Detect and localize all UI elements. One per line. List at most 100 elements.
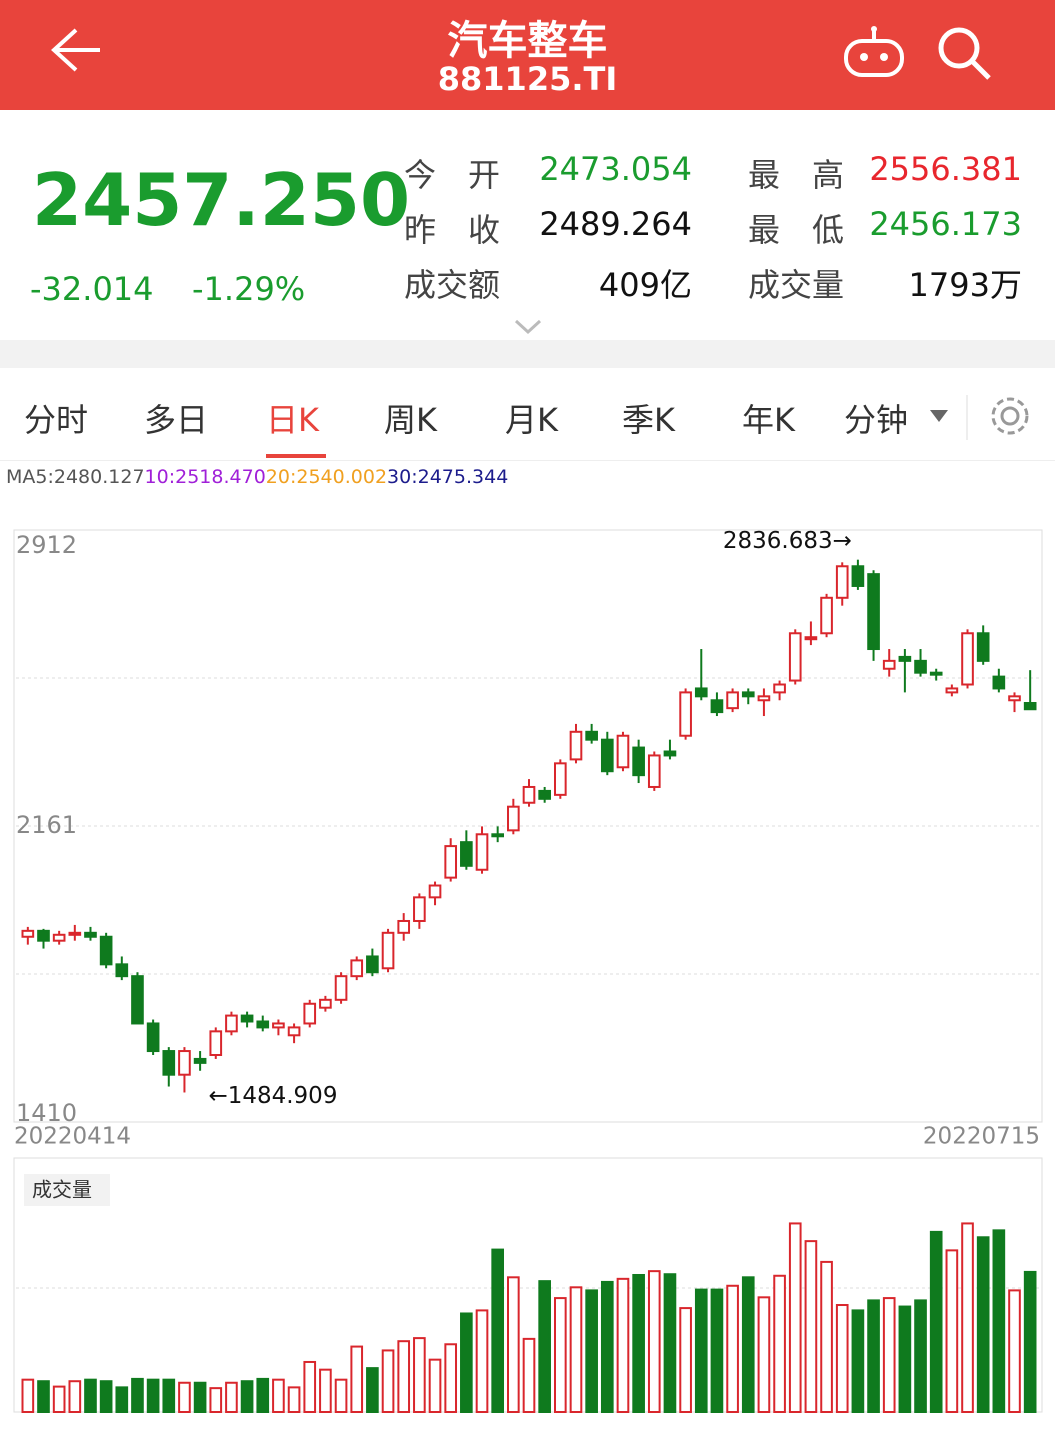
code: 881125.TI [437,60,618,98]
candle-body [851,565,865,587]
candle-body [992,675,1006,690]
volume-bar [272,1378,285,1414]
x-tick-label: 20220715 [923,1124,1040,1150]
volume-bar [193,1381,207,1413]
volume-bar [1023,1270,1037,1414]
volume-bar [757,1296,771,1414]
candle-body [507,805,520,832]
volume-bar [945,1249,959,1414]
stat-value: 1793万 [908,266,1022,304]
candle-body [679,691,692,737]
volume-label: 成交量 [32,1178,92,1202]
volume-bar [225,1381,238,1413]
volume-bar [773,1274,786,1414]
volume-bar [522,1337,536,1413]
separator [0,340,1055,368]
stat-value: 2456.173 [869,205,1022,243]
ma-value: 20:2540.002 [265,466,388,488]
candle-body [569,730,583,761]
volume-bar [882,1297,896,1413]
volume-bar [287,1386,301,1414]
candle-body [600,738,614,773]
candle-body [820,596,833,635]
candle-body [647,754,661,788]
expand-icon[interactable] [512,316,544,338]
stat-label: 成交额 [404,266,501,304]
back-button[interactable] [40,22,110,82]
volume-bar [256,1377,270,1414]
volume-bar [444,1343,458,1414]
candle-body [68,931,82,936]
volume-bar [397,1340,411,1413]
volume-bar [553,1297,567,1413]
tab[interactable]: 分时 [24,401,89,439]
candle-body [491,833,505,838]
volume-bar [334,1378,348,1414]
search-icon[interactable] [935,22,997,84]
candle-body [256,1020,270,1029]
volume-bar [491,1248,505,1414]
candle-body [961,632,974,686]
volume-bar [162,1378,176,1414]
tab[interactable]: 季K [622,401,675,439]
volume-bar [538,1280,551,1413]
tab[interactable]: 周K [384,401,437,439]
settings-icon[interactable] [986,392,1034,440]
candle-body [272,1022,285,1029]
robot-icon[interactable] [840,25,910,85]
candle-body [240,1014,254,1023]
x-tick-label: 20220414 [14,1124,131,1150]
candle-body [632,746,645,777]
candle-body [37,929,50,942]
stat-label: 昨 收 [404,211,501,249]
tab[interactable]: 月K [505,401,558,439]
candle-body [835,565,849,599]
ma-value: 10:2518.470 [144,466,266,488]
candle-body [319,998,332,1009]
title: 汽车整车 [447,18,608,64]
volume-bar [209,1387,223,1414]
candle-body [914,659,927,674]
stat-label: 最 高 [748,156,845,194]
candle-body [413,896,426,922]
tab[interactable]: 年K [742,401,795,439]
volume-bar [507,1276,520,1413]
stat-value: 2489.264 [539,205,692,243]
divider [966,395,968,440]
volume-bar [632,1273,645,1413]
volume-bar [37,1380,50,1414]
volume-bar [569,1286,583,1413]
volume-bar [679,1307,692,1414]
volume-bar [820,1260,833,1413]
volume-bar [428,1358,442,1414]
candle-body [287,1026,301,1037]
candle-body [726,691,739,710]
volume-bar [475,1309,489,1414]
candle-body [1023,702,1037,711]
volume-bar [178,1381,191,1413]
dropdown-icon[interactable] [928,406,950,424]
volume-bar [835,1304,849,1413]
volume-bar [240,1380,254,1414]
volume-bar [52,1385,66,1413]
tab[interactable]: 多日 [144,401,209,439]
tab[interactable]: 分钟 [844,401,909,439]
candle-body [84,931,97,938]
tab[interactable]: 日K [266,401,319,439]
candle-body [867,573,880,651]
volume-bar [21,1378,35,1414]
candle-body [52,933,66,942]
volume-bar [585,1289,598,1414]
stat-value: 409亿 [598,266,692,304]
stat-value: 2556.381 [869,150,1022,188]
stat-label: 今 开 [404,156,501,194]
volume-bar [1008,1289,1021,1414]
y-tick-label: 2161 [16,811,77,839]
candle-body [21,929,35,938]
ma-value: 30:2475.344 [387,466,509,488]
candle-body [976,632,990,662]
stat-value: 2473.054 [539,150,692,188]
candle-body [773,683,786,694]
volume-bar [381,1349,395,1413]
candle-body [929,671,943,676]
